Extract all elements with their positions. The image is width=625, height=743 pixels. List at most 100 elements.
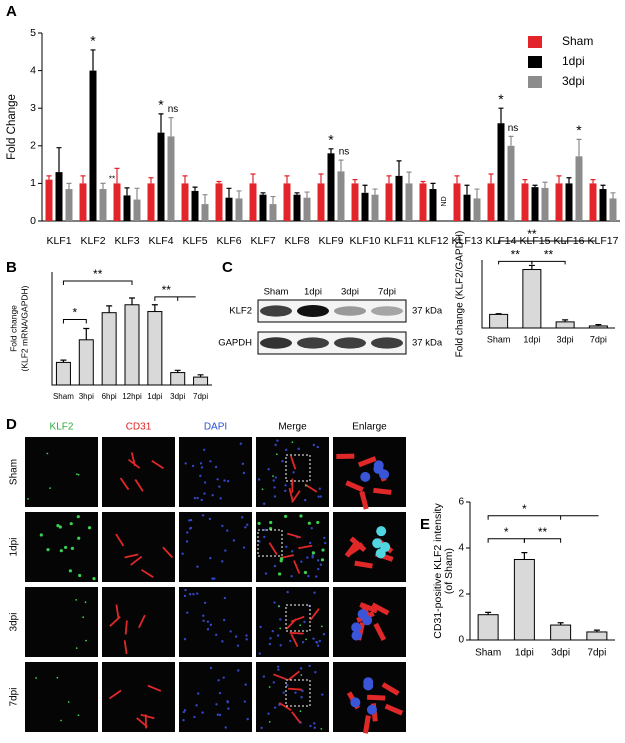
channel-label: Merge (278, 422, 307, 433)
bar (259, 194, 267, 221)
dot (195, 704, 198, 707)
vessel (130, 452, 136, 467)
bar (513, 559, 535, 641)
micrograph (25, 587, 98, 657)
error-bar (522, 179, 528, 184)
dot (263, 528, 267, 532)
vessel (287, 532, 302, 539)
dot (274, 476, 278, 479)
annotation: ** (93, 267, 103, 281)
x-tick-label: KLF9 (318, 235, 343, 247)
dot (223, 596, 227, 600)
error-bar (294, 192, 300, 195)
dot (75, 598, 78, 601)
bar (89, 70, 97, 221)
dot (279, 618, 282, 621)
bar (55, 361, 71, 386)
significance-bracket (523, 538, 562, 543)
dot (311, 551, 315, 555)
blot-band (334, 306, 366, 316)
dot (260, 726, 263, 730)
x-tick-label: KLF3 (114, 235, 139, 247)
zoom-box (257, 529, 283, 557)
channel-label: KLF2 (50, 422, 74, 433)
vessel (115, 533, 125, 547)
error-bar (566, 177, 572, 184)
vessel (291, 490, 301, 503)
x-tick-label: 3dpi (557, 334, 574, 344)
dot (196, 496, 199, 500)
bar (487, 183, 495, 221)
x-tick-label: KLF2 (80, 235, 105, 247)
dot (206, 620, 210, 623)
dot (60, 719, 62, 722)
annotation: ** (544, 248, 554, 262)
dot (195, 592, 199, 595)
dot (313, 722, 316, 725)
bar (124, 304, 140, 386)
micrograph (256, 437, 329, 507)
micrograph (333, 512, 406, 582)
bar (65, 189, 73, 221)
error-bar (148, 177, 154, 184)
dot (215, 633, 218, 637)
error-bar (488, 173, 494, 184)
dot (193, 496, 197, 500)
error-bar (521, 552, 528, 560)
annotation: ** (538, 525, 548, 539)
dot (268, 526, 273, 531)
vessel (309, 608, 320, 621)
dot (242, 471, 246, 475)
dot (257, 521, 261, 526)
nucleus (372, 538, 383, 549)
zoom-box (285, 604, 311, 632)
micrograph-bg (333, 437, 406, 507)
dot (276, 439, 279, 442)
y-tick-label: 2 (30, 140, 36, 152)
error-bar (260, 192, 266, 195)
dot (221, 524, 224, 528)
vessel (109, 616, 121, 627)
dot (223, 479, 226, 482)
dot (269, 637, 272, 640)
annotation: ns (508, 123, 519, 134)
micrograph-bg (102, 437, 175, 507)
dot (301, 641, 305, 644)
error-bar (595, 324, 602, 326)
bar (371, 194, 379, 221)
error-bar (430, 182, 436, 190)
dot (219, 497, 222, 500)
dot (292, 471, 295, 474)
dot (299, 514, 303, 518)
condition-label: 3dpi (9, 613, 20, 632)
error-bar (304, 191, 310, 198)
error-bar (352, 179, 358, 184)
x-tick-label: KLF1 (46, 235, 71, 247)
bar (337, 171, 345, 221)
blot-band (371, 306, 403, 316)
micrograph (256, 587, 329, 657)
vessel (373, 487, 392, 495)
dot (306, 556, 309, 559)
error-bar (197, 374, 204, 378)
dot (183, 637, 187, 641)
bar (157, 132, 165, 221)
bar (477, 614, 499, 641)
dot (281, 459, 284, 463)
dot (226, 700, 229, 703)
dot (273, 601, 276, 604)
dot (272, 681, 276, 684)
significance-bracket (154, 296, 196, 301)
dot (321, 548, 325, 552)
dot (285, 448, 288, 452)
dot (206, 628, 210, 631)
vessel (290, 633, 299, 648)
dot (243, 700, 247, 703)
dot (199, 474, 202, 478)
dot (244, 526, 247, 529)
nucleus (363, 677, 374, 688)
dot (229, 630, 232, 633)
bar (167, 136, 175, 221)
dot (320, 727, 323, 730)
bar (55, 172, 63, 221)
